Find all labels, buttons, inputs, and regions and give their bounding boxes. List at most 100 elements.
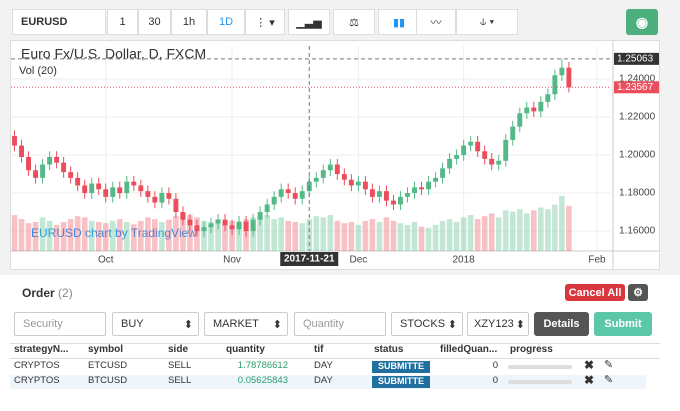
candle-body <box>180 212 186 220</box>
interval[interactable]: 1h <box>171 9 207 35</box>
candle-body <box>355 181 361 186</box>
volume-bar <box>439 220 446 251</box>
candle-body <box>82 185 88 194</box>
volume-bar <box>488 213 495 251</box>
cell: BTCUSD <box>88 375 128 386</box>
details-button[interactable]: Details <box>534 312 589 336</box>
column-header: side <box>168 344 189 355</box>
volume-bar <box>531 210 537 251</box>
cell: 0.05625843 <box>237 375 288 386</box>
candle-body <box>187 219 193 226</box>
candle-body <box>412 187 417 194</box>
volume-bar <box>376 222 383 251</box>
candle-body <box>327 164 333 171</box>
volume-bar <box>495 217 502 251</box>
volume-bar <box>348 222 355 251</box>
volume-bar <box>187 215 193 251</box>
volume-bar <box>180 213 186 251</box>
progress-bar <box>508 365 572 369</box>
candles-button[interactable]: ▮▮ <box>378 9 420 35</box>
order-count: (2) <box>58 286 73 300</box>
volume-bar <box>474 219 481 251</box>
more-button[interactable]: ⋮ ▾ <box>245 9 285 35</box>
cell: 0 <box>492 375 498 386</box>
compare-button[interactable]: ⚖ <box>333 9 375 35</box>
candle-body <box>461 145 467 156</box>
drawing-button[interactable]: ⫝ ▾ <box>456 9 518 35</box>
volume-bar <box>292 222 299 251</box>
cancel-icon[interactable]: ✖ <box>584 358 595 372</box>
y-tick-label: 1.16000 <box>619 226 656 237</box>
type-select[interactable]: MARKET ⬍ <box>204 312 288 336</box>
x-tick-label: Nov <box>223 255 241 266</box>
x-tick-label: Dec <box>349 255 367 266</box>
volume-bar <box>215 219 221 251</box>
candle-body <box>559 67 565 76</box>
interval-active[interactable]: 1D <box>207 9 245 35</box>
candle-body <box>278 189 284 197</box>
candle-body <box>447 158 453 169</box>
last-price-tag <box>614 81 659 94</box>
security-input[interactable]: Security <box>14 312 106 336</box>
candle-body <box>229 225 235 230</box>
candle-body <box>510 126 516 140</box>
settings-button[interactable]: ⚙ <box>628 284 648 301</box>
snapshot-button[interactable]: ◉ <box>626 9 658 35</box>
chart-type-button[interactable]: ▁▃▅ <box>288 9 330 35</box>
candle-body <box>117 187 123 194</box>
volume-bar <box>145 217 151 251</box>
candle-body <box>468 141 474 146</box>
cancel-icon[interactable]: ✖ <box>584 373 595 387</box>
indicator-button[interactable]: 〰 <box>416 9 456 35</box>
edit-icon[interactable]: ✎ <box>604 359 614 371</box>
candle-body <box>489 158 495 165</box>
account-select[interactable]: XZY123 ⬍ <box>467 312 529 336</box>
side-select[interactable]: BUY ⬍ <box>112 312 199 336</box>
cell: 1.78786612 <box>237 360 288 371</box>
crosshair-date: 2017-11-21 <box>284 254 335 265</box>
candle-body <box>173 198 179 213</box>
submit-button[interactable]: Submit <box>594 312 652 336</box>
volume-bar <box>95 222 102 251</box>
candle-body <box>391 200 396 205</box>
volume-bar <box>32 222 39 251</box>
candle-body <box>566 67 572 88</box>
asset-select[interactable]: STOCKS ⬍ <box>391 312 463 336</box>
y-tick-label: 1.18000 <box>619 188 656 199</box>
volume-bar <box>341 223 348 251</box>
placeholder: Quantity <box>303 318 344 330</box>
volume-bar <box>432 224 439 251</box>
volume-bar <box>404 224 411 251</box>
indicator-label: Vol (20) <box>19 65 57 77</box>
cell: SELL <box>168 360 192 371</box>
volume-bar <box>67 219 74 251</box>
candle-body <box>482 151 488 159</box>
cell: SUBMITTE <box>372 361 430 373</box>
volume-bar <box>173 216 179 251</box>
volume-bar <box>102 223 109 251</box>
symbol-box[interactable]: EURUSD <box>12 9 106 35</box>
volume-bar <box>131 224 137 251</box>
edit-icon[interactable]: ✎ <box>604 374 614 386</box>
candle-body <box>503 139 509 161</box>
volume-bar <box>257 216 263 251</box>
interval[interactable]: 1 <box>107 9 138 35</box>
volume-bar <box>425 227 432 251</box>
candle-body <box>131 181 137 186</box>
volume-bar <box>502 210 509 251</box>
candle-body <box>243 221 249 232</box>
volume-bar <box>460 217 467 251</box>
candle-body <box>110 187 116 197</box>
candle-body <box>75 177 81 186</box>
volume-bar <box>166 219 172 251</box>
volume-bar <box>278 217 284 251</box>
candle-body <box>552 75 558 95</box>
candle-body <box>517 113 523 127</box>
interval[interactable]: 30 <box>138 9 171 35</box>
volume-bar <box>53 224 60 251</box>
candle-body <box>496 160 502 165</box>
quantity-input[interactable]: Quantity <box>294 312 386 336</box>
candle-body <box>222 219 228 226</box>
cancel-all-button[interactable]: Cancel All <box>565 284 625 301</box>
candle-body <box>12 136 17 146</box>
